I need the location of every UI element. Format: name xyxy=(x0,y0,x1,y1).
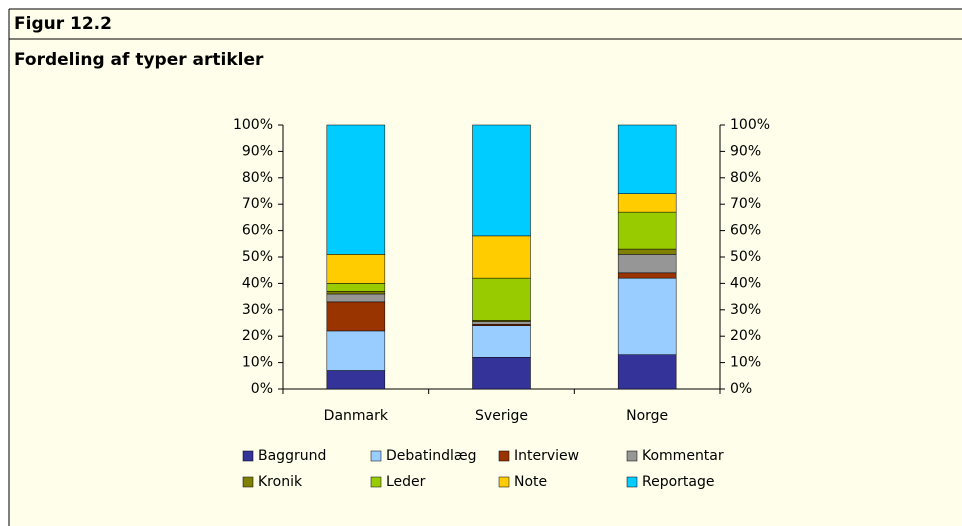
y-tick-label: 60% xyxy=(242,223,273,239)
y2-tick-label: 30% xyxy=(730,302,761,318)
bar-segment xyxy=(617,211,677,250)
y-tick-label: 100% xyxy=(233,117,273,133)
legend-label: Kommentar xyxy=(642,448,724,464)
y-tick-label: 20% xyxy=(242,328,273,344)
legend-swatch xyxy=(626,450,638,462)
y2-tick-label: 10% xyxy=(730,355,761,371)
y2-tick-label: 50% xyxy=(730,249,761,265)
y2-tick-label: 0% xyxy=(730,381,752,397)
legend-swatch xyxy=(498,476,510,488)
legend-label: Interview xyxy=(514,448,579,464)
bar-segment xyxy=(326,124,386,255)
bar-segment xyxy=(472,235,531,279)
bar-segment xyxy=(617,277,677,355)
bar-segment xyxy=(326,370,386,390)
legend-swatch xyxy=(498,450,510,462)
y-tick-label: 30% xyxy=(242,302,273,318)
y-tick-label: 0% xyxy=(251,381,273,397)
bar-segment xyxy=(326,301,386,332)
legend-label: Baggrund xyxy=(258,448,326,464)
bar-segment xyxy=(472,124,531,237)
y2-tick-label: 20% xyxy=(730,328,761,344)
bar-segment xyxy=(617,193,677,213)
legend-label: Leder xyxy=(386,474,426,490)
y2-tick-label: 60% xyxy=(730,223,761,239)
bar-segment xyxy=(472,325,531,358)
bar-segment xyxy=(326,283,386,292)
bar-segment xyxy=(617,248,677,255)
y2-tick-label: 80% xyxy=(730,170,761,186)
bar-segment xyxy=(326,330,386,371)
y-tick-label: 50% xyxy=(242,249,273,265)
legend-swatch xyxy=(242,476,254,488)
legend-swatch xyxy=(370,450,382,462)
y-tick-label: 90% xyxy=(242,143,273,159)
bar-segment xyxy=(617,354,677,390)
legend-label: Note xyxy=(514,474,547,490)
y2-tick-label: 90% xyxy=(730,143,761,159)
figure-label: Figur 12.2 xyxy=(14,14,112,34)
legend-swatch xyxy=(626,476,638,488)
bar-segment xyxy=(326,291,386,295)
y-tick-label: 70% xyxy=(242,196,273,212)
bar-segment xyxy=(617,254,677,274)
x-tick-label: Danmark xyxy=(324,408,389,424)
legend-swatch xyxy=(370,476,382,488)
y2-tick-label: 100% xyxy=(730,117,770,133)
bar-segment xyxy=(326,254,386,284)
bar-segment xyxy=(472,321,531,325)
bar-segment xyxy=(617,124,677,194)
bar-segment xyxy=(472,277,531,321)
bar-segment xyxy=(326,293,386,303)
x-tick-label: Sverige xyxy=(475,408,528,424)
y-tick-label: 80% xyxy=(242,170,273,186)
x-tick-label: Norge xyxy=(626,408,668,424)
legend-swatch xyxy=(242,450,254,462)
y2-tick-label: 70% xyxy=(730,196,761,212)
bar-segment xyxy=(472,357,531,390)
y-tick-label: 40% xyxy=(242,275,273,291)
y2-tick-label: 40% xyxy=(730,275,761,291)
y-tick-label: 10% xyxy=(242,355,273,371)
legend-label: Kronik xyxy=(258,474,303,490)
chart-title: Fordeling af typer artikler xyxy=(14,50,264,70)
legend-label: Debatindlæg xyxy=(386,448,477,464)
bar-segment xyxy=(617,272,677,279)
legend-label: Reportage xyxy=(642,474,715,490)
